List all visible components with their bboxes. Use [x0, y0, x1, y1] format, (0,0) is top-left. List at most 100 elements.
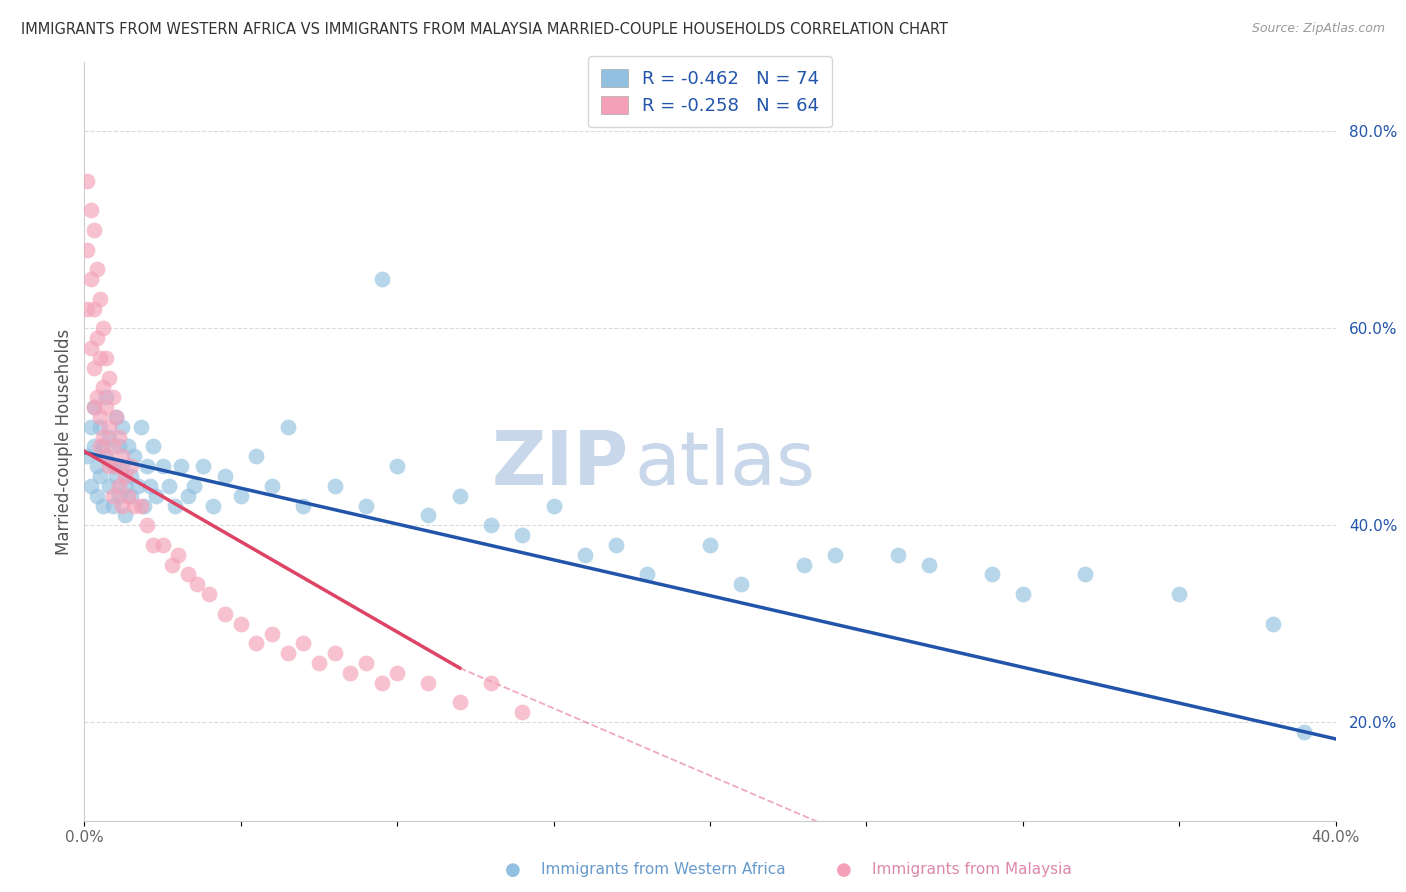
- Point: [1012, 587, 1035, 601]
- Point: [193, 459, 215, 474]
- Point: [277, 419, 299, 434]
- Point: [107, 429, 129, 443]
- Point: [83, 440, 105, 454]
- Point: [512, 706, 534, 720]
- Point: [91, 321, 114, 335]
- Point: [354, 656, 377, 670]
- Point: [111, 459, 134, 474]
- Text: ZIP: ZIP: [492, 428, 628, 500]
- Point: [229, 616, 252, 631]
- Point: [385, 665, 409, 680]
- Point: [104, 459, 127, 474]
- Point: [1294, 725, 1316, 739]
- Point: [98, 479, 121, 493]
- Point: [449, 489, 471, 503]
- Point: [418, 675, 440, 690]
- Point: [245, 450, 267, 464]
- Point: [120, 489, 142, 503]
- Point: [111, 499, 134, 513]
- Text: Immigrants from Malaysia: Immigrants from Malaysia: [872, 863, 1071, 877]
- Point: [107, 489, 129, 503]
- Point: [142, 538, 165, 552]
- Point: [1168, 587, 1191, 601]
- Point: [83, 400, 105, 414]
- Point: [101, 459, 124, 474]
- Text: Immigrants from Western Africa: Immigrants from Western Africa: [541, 863, 786, 877]
- Point: [479, 518, 502, 533]
- Point: [101, 489, 124, 503]
- Point: [824, 548, 846, 562]
- Point: [354, 499, 377, 513]
- Point: [262, 479, 284, 493]
- Point: [170, 459, 193, 474]
- Y-axis label: Married-couple Households: Married-couple Households: [55, 328, 73, 555]
- Point: [1263, 616, 1285, 631]
- Point: [214, 607, 236, 621]
- Point: [111, 419, 134, 434]
- Point: [385, 459, 409, 474]
- Point: [89, 469, 111, 483]
- Point: [96, 450, 118, 464]
- Point: [152, 459, 174, 474]
- Point: [157, 479, 180, 493]
- Point: [176, 567, 198, 582]
- Legend: R = -0.462   N = 74, R = -0.258   N = 64: R = -0.462 N = 74, R = -0.258 N = 64: [588, 56, 832, 128]
- Point: [229, 489, 252, 503]
- Point: [152, 538, 174, 552]
- Point: [91, 440, 114, 454]
- Point: [111, 450, 134, 464]
- Point: [129, 419, 152, 434]
- Point: [79, 272, 101, 286]
- Point: [104, 409, 127, 424]
- Point: [214, 469, 236, 483]
- Point: [165, 499, 187, 513]
- Point: [96, 400, 118, 414]
- Point: [86, 489, 108, 503]
- Point: [201, 499, 224, 513]
- Point: [79, 203, 101, 218]
- Point: [91, 380, 114, 394]
- Point: [124, 499, 146, 513]
- Point: [129, 499, 152, 513]
- Point: [96, 351, 118, 365]
- Point: [76, 243, 98, 257]
- Point: [1074, 567, 1097, 582]
- Point: [101, 499, 124, 513]
- Text: Source: ZipAtlas.com: Source: ZipAtlas.com: [1251, 22, 1385, 36]
- Point: [323, 646, 346, 660]
- Point: [574, 548, 596, 562]
- Point: [98, 370, 121, 384]
- Point: [91, 499, 114, 513]
- Point: [605, 538, 627, 552]
- Point: [887, 548, 910, 562]
- Point: [699, 538, 721, 552]
- Point: [277, 646, 299, 660]
- Point: [101, 390, 124, 404]
- Point: [114, 479, 136, 493]
- Point: [104, 409, 127, 424]
- Point: [145, 489, 167, 503]
- Point: [637, 567, 659, 582]
- Point: [98, 459, 121, 474]
- Point: [418, 508, 440, 523]
- Point: [96, 390, 118, 404]
- Point: [114, 469, 136, 483]
- Point: [245, 636, 267, 650]
- Point: [117, 440, 139, 454]
- Point: [120, 459, 142, 474]
- Point: [512, 528, 534, 542]
- Point: [86, 262, 108, 277]
- Text: ●: ●: [505, 861, 522, 879]
- Text: IMMIGRANTS FROM WESTERN AFRICA VS IMMIGRANTS FROM MALAYSIA MARRIED-COUPLE HOUSEH: IMMIGRANTS FROM WESTERN AFRICA VS IMMIGR…: [21, 22, 948, 37]
- Point: [117, 489, 139, 503]
- Point: [76, 301, 98, 316]
- Point: [198, 587, 221, 601]
- Point: [104, 469, 127, 483]
- Point: [793, 558, 815, 572]
- Point: [98, 419, 121, 434]
- Text: ●: ●: [835, 861, 852, 879]
- Point: [89, 292, 111, 306]
- Point: [449, 696, 471, 710]
- Point: [339, 665, 361, 680]
- Point: [76, 450, 98, 464]
